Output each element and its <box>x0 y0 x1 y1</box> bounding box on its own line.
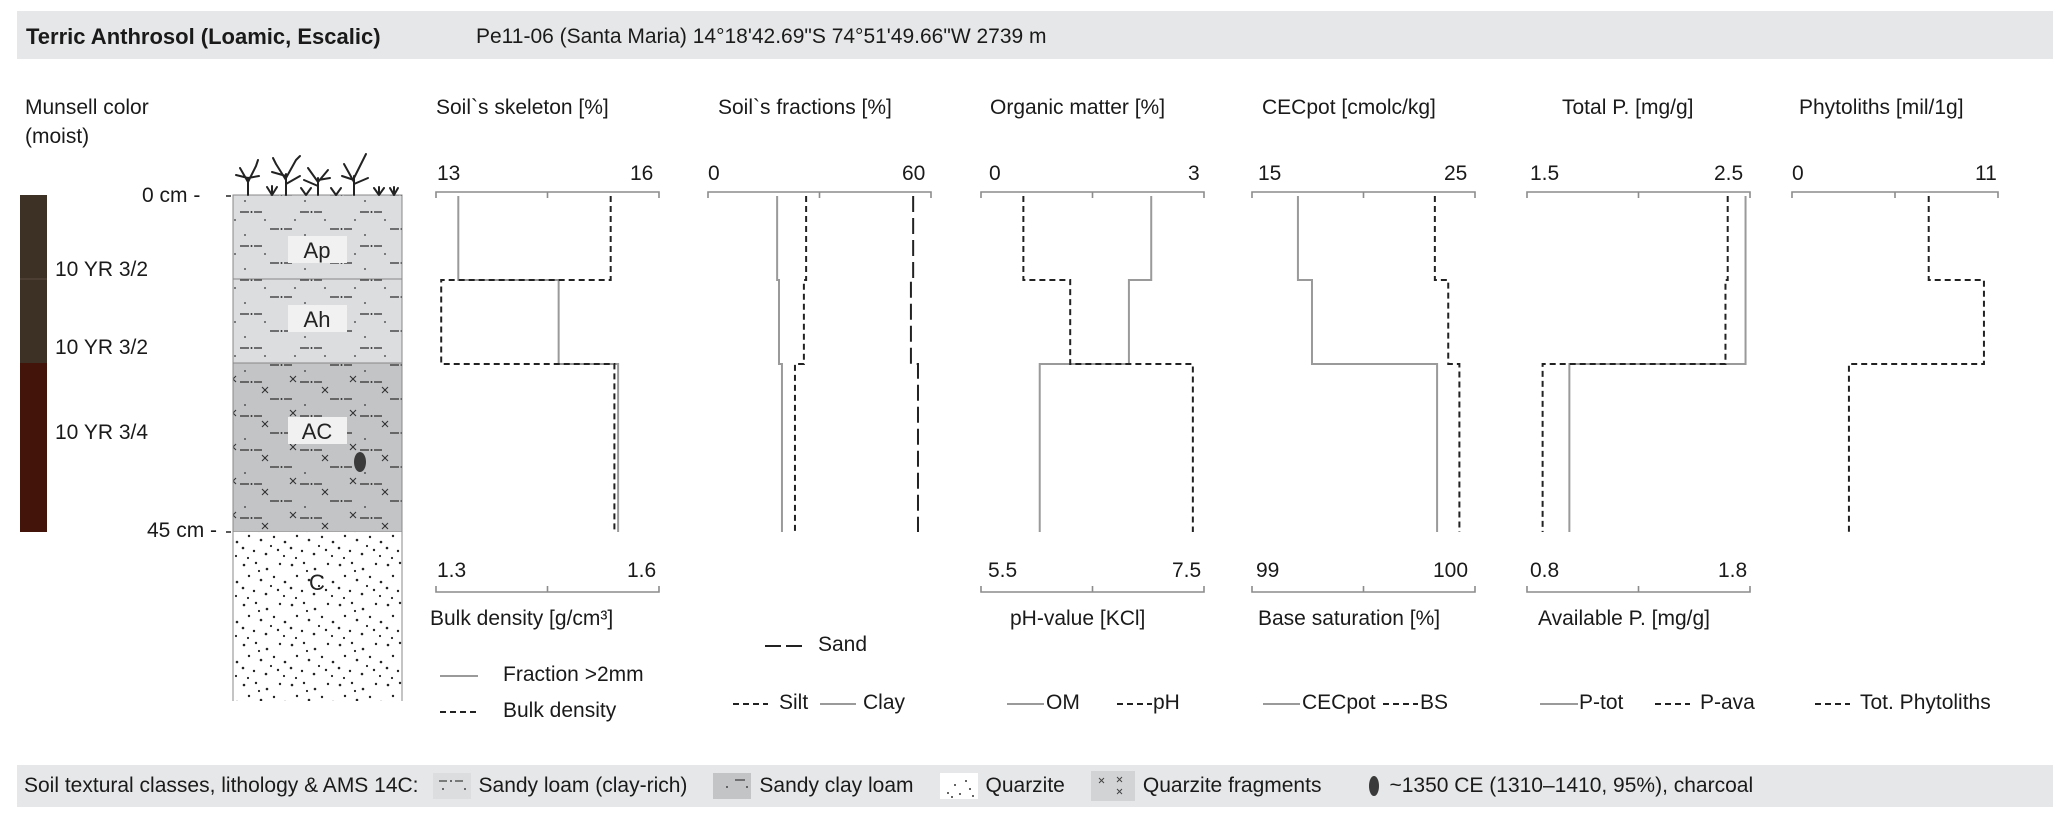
footer-item-quarzite: Quarzite <box>985 774 1065 797</box>
top-axis-5 <box>1791 191 1999 198</box>
legend-ph: pH <box>1153 691 1180 714</box>
legend-silt: Silt <box>779 691 809 714</box>
tick-fractions-min: 0 <box>708 162 720 185</box>
axis-label-bulk: Bulk density [g/cm³] <box>430 607 614 630</box>
legend-fraction: Fraction >2mm <box>503 663 644 686</box>
vegetation-icon <box>235 153 399 196</box>
chart-title-totalp: Total P. [mg/g] <box>1562 96 1694 119</box>
legend-phyto: Tot. Phytoliths <box>1860 691 1991 714</box>
tick-skeleton-max: 16 <box>630 162 654 185</box>
footer-item-charcoal: ~1350 CE (1310–1410, 95%), charcoal <box>1389 774 1754 797</box>
munsell-swatch-ah <box>20 279 47 363</box>
footer-item-sandy-clay-loam: Sandy clay loam <box>759 774 914 797</box>
legend-sand: Sand <box>818 633 868 656</box>
series-bulk-density <box>440 196 616 532</box>
tick-phyto-min: 0 <box>1792 162 1804 185</box>
swatch-quarzite <box>939 773 978 799</box>
tick-om-min: 0 <box>989 162 1001 185</box>
munsell-subtitle: (moist) <box>25 125 90 148</box>
series-tot-phytoliths <box>1847 196 1985 532</box>
swatch-sandy-clay-loam <box>713 773 752 799</box>
legend-bs: BS <box>1420 691 1449 714</box>
series-fraction-2mm <box>457 196 620 532</box>
axis-label-avp: Available P. [mg/g] <box>1538 607 1710 630</box>
tick-fractions-max: 60 <box>902 162 926 185</box>
footer-item-quarzite-fragments: Quarzite fragments <box>1142 774 1322 797</box>
horizon-c <box>233 532 402 701</box>
horizon-ac <box>232 362 403 533</box>
tick-bs-min: 99 <box>1256 559 1280 582</box>
tick-ph-min: 5.5 <box>988 559 1018 582</box>
tick-avp-min: 0.8 <box>1530 559 1560 582</box>
munsell-label-ap: 10 YR 3/2 <box>55 258 149 281</box>
bottom-axis-4 <box>1526 586 1751 593</box>
header-bar <box>17 11 2053 59</box>
top-axis-1 <box>707 191 932 198</box>
legend-cec: CECpot <box>1302 691 1376 714</box>
footer-title: Soil textural classes, lithology & AMS 1… <box>24 774 419 797</box>
chart-title-skeleton: Soil`s skeleton [%] <box>436 96 609 119</box>
series-ph <box>1022 196 1194 532</box>
tick-bulk-min: 1.3 <box>437 559 467 582</box>
charcoal-icon <box>1369 776 1380 796</box>
legend-om: OM <box>1046 691 1080 714</box>
legend-clay: Clay <box>863 691 906 714</box>
axis-label-ph: pH-value [KCl] <box>1010 607 1146 630</box>
tick-totalp-max: 2.5 <box>1714 162 1744 185</box>
series-p-ava <box>1541 196 1729 532</box>
tick-phyto-max: 11 <box>1975 162 1997 185</box>
series-sand <box>909 196 919 532</box>
tick-skeleton-min: 13 <box>437 162 461 185</box>
profile-title: Terric Anthrosol (Loamic, Escalic) <box>26 24 381 49</box>
footer-legend: Soil textural classes, lithology & AMS 1… <box>24 765 1753 807</box>
munsell-swatch-ap <box>20 195 47 279</box>
charcoal-sample-icon <box>354 452 366 472</box>
horizon-label-c: C <box>309 570 325 595</box>
bottom-axis-0 <box>435 586 660 593</box>
horizon-label-ac: AC <box>302 419 333 444</box>
series-silt <box>793 196 808 532</box>
legend-ptot: P-tot <box>1579 691 1624 714</box>
footer-bar <box>17 765 2053 807</box>
munsell-title: Munsell color <box>25 96 149 119</box>
series-om <box>1038 196 1153 532</box>
series-clay <box>776 196 783 532</box>
depth-label-top: 0 cm - <box>142 184 201 207</box>
chart-title-phyto: Phytoliths [mil/1g] <box>1799 96 1964 119</box>
top-axis-0 <box>435 191 660 198</box>
footer-item-sandy-loam: Sandy loam (clay-rich) <box>478 774 688 797</box>
munsell-label-ah: 10 YR 3/2 <box>55 336 149 359</box>
horizon-label-ap: Ap <box>304 238 331 263</box>
munsell-label-ac: 10 YR 3/4 <box>55 421 149 444</box>
horizon-label-ah: Ah <box>304 307 331 332</box>
munsell-swatch-ac <box>20 363 47 532</box>
series-cecpot <box>1296 196 1439 532</box>
tick-avp-max: 1.8 <box>1718 559 1748 582</box>
swatch-sandy-loam <box>432 773 471 799</box>
top-axis-2 <box>980 191 1205 198</box>
tick-cec-max: 25 <box>1444 162 1468 185</box>
site-info: Pe11-06 (Santa Maria) 14°18'42.69"S 74°5… <box>476 25 1047 48</box>
chart-title-om: Organic matter [%] <box>990 96 1166 119</box>
legend-bulk: Bulk density <box>503 699 617 722</box>
tick-ph-max: 7.5 <box>1172 559 1202 582</box>
swatch-quarzite-fragments <box>1090 771 1135 801</box>
axis-label-bs: Base saturation [%] <box>1258 607 1441 630</box>
chart-title-cec: CECpot [cmolc/kg] <box>1262 96 1436 119</box>
bottom-axis-2 <box>980 586 1205 593</box>
top-axis-4 <box>1526 191 1751 198</box>
bottom-axis-3 <box>1251 586 1476 593</box>
legend-pava: P-ava <box>1700 691 1755 714</box>
series-p-tot <box>1568 196 1747 532</box>
tick-bulk-max: 1.6 <box>627 559 657 582</box>
top-axis-3 <box>1251 191 1476 198</box>
tick-totalp-min: 1.5 <box>1530 162 1560 185</box>
depth-label-bottom: 45 cm - <box>147 519 218 542</box>
series-bs <box>1433 196 1461 532</box>
chart-title-fractions: Soil`s fractions [%] <box>718 96 892 119</box>
tick-bs-max: 100 <box>1433 559 1469 582</box>
tick-om-max: 3 <box>1188 162 1200 185</box>
tick-cec-min: 15 <box>1258 162 1282 185</box>
